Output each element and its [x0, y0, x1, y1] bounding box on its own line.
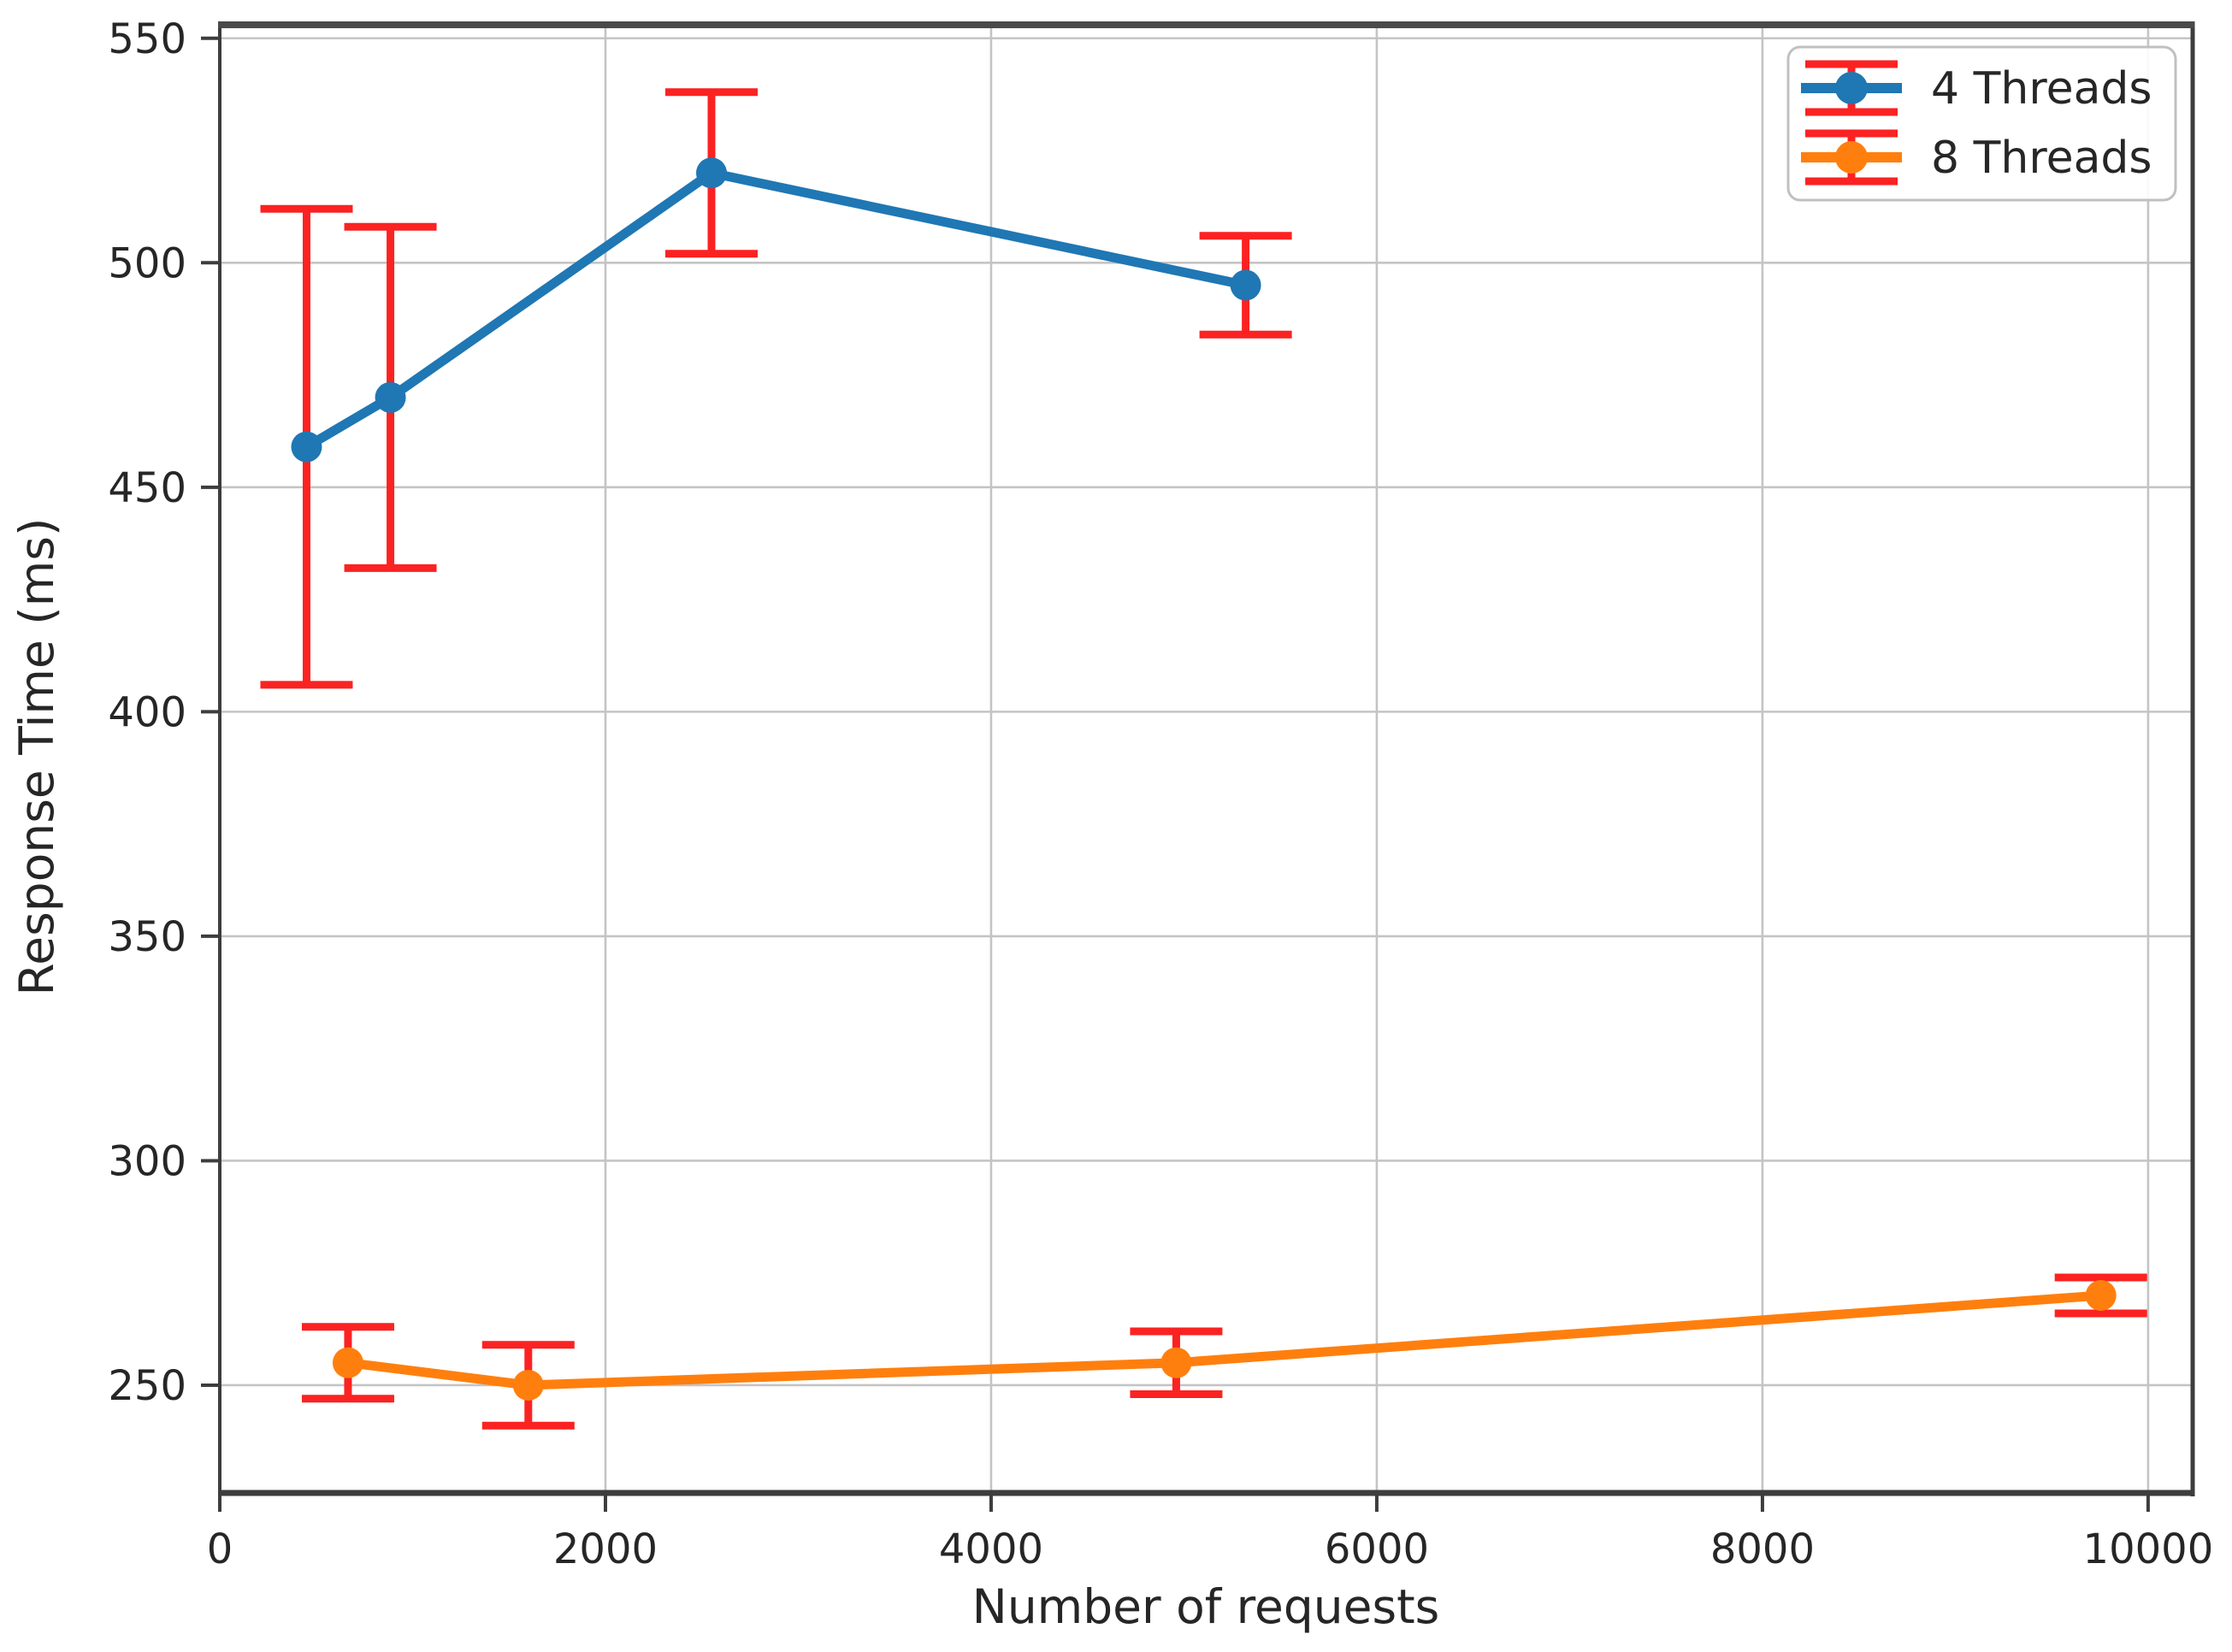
legend-marker	[1835, 72, 1868, 104]
legend-label-8-threads: 8 Threads	[1931, 133, 2152, 184]
data-point-marker	[375, 381, 406, 413]
y-tick-label: 250	[108, 1362, 186, 1410]
series-line	[301, 168, 1251, 452]
axes-spines	[218, 21, 2195, 1496]
data-point-marker	[291, 431, 322, 463]
x-tick-label: 2000	[553, 1525, 658, 1573]
legend: 4 Threads 8 Threads	[1786, 45, 2177, 202]
legend-handle-8-threads	[1801, 129, 1902, 186]
y-tick-label: 450	[108, 464, 186, 512]
y-tick-label: 550	[108, 15, 186, 63]
data-point-marker	[2085, 1279, 2117, 1311]
data-point-marker	[332, 1347, 363, 1378]
grid-layer	[218, 25, 2193, 1493]
x-tick-label: 6000	[1325, 1525, 1429, 1573]
tick-layer: 0 2000 4000 6000 8000 10000 250 300 350 400 450 500…	[108, 15, 2213, 1573]
y-tick-label: 500	[108, 239, 186, 287]
data-point-marker	[1230, 269, 1261, 301]
y-tick-label: 350	[108, 913, 186, 961]
x-tick-label: 0	[207, 1525, 233, 1573]
legend-handle-4-threads	[1801, 60, 1902, 116]
data-point-marker	[512, 1369, 544, 1401]
x-tick-label: 4000	[939, 1525, 1043, 1573]
legend-marker	[1835, 141, 1868, 174]
legend-label-4-threads: 4 Threads	[1931, 63, 2152, 115]
x-tick-label: 8000	[1710, 1525, 1815, 1573]
y-tick-label: 300	[108, 1137, 186, 1185]
data-point-marker	[696, 157, 728, 189]
y-axis-label: Response Time (ms)	[9, 518, 64, 996]
y-tick-label: 400	[108, 688, 186, 736]
series-layer	[260, 88, 2147, 1430]
series-8-threads	[301, 1273, 2147, 1430]
legend-handles	[1801, 60, 1902, 186]
series-4-threads	[260, 88, 1292, 689]
x-tick-label: 10000	[2083, 1525, 2214, 1573]
data-point-marker	[1160, 1347, 1192, 1378]
x-axis-label: Number of requests	[972, 1579, 1440, 1634]
series-line	[343, 1290, 2106, 1390]
